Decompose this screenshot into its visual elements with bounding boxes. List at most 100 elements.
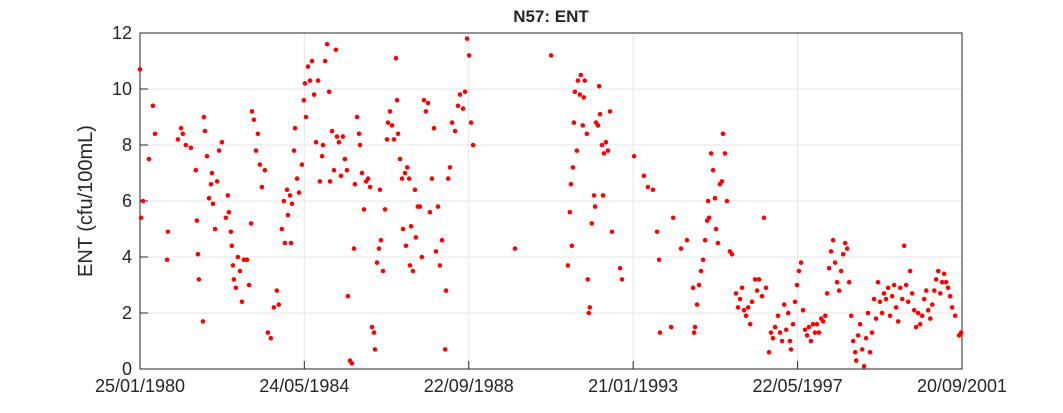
data-point — [313, 139, 319, 145]
data-point — [713, 226, 719, 232]
data-point — [417, 204, 423, 209]
data-point — [824, 291, 830, 296]
data-point — [389, 123, 395, 128]
data-point — [810, 321, 816, 327]
data-point — [591, 193, 597, 198]
data-point — [814, 321, 820, 327]
data-point — [303, 114, 309, 120]
data-point — [879, 310, 885, 316]
data-point — [352, 181, 358, 187]
data-point — [571, 120, 577, 125]
data-point — [202, 128, 208, 134]
data-point — [244, 257, 250, 263]
data-point — [291, 148, 297, 153]
x-tick-label: 22/05/1997 — [753, 376, 843, 396]
data-point — [923, 288, 929, 293]
data-point — [271, 305, 277, 310]
data-point — [869, 330, 875, 335]
data-point — [943, 279, 949, 285]
data-point — [568, 181, 574, 187]
data-point — [229, 243, 235, 249]
data-point — [281, 198, 287, 204]
data-point — [617, 265, 623, 271]
data-point — [342, 156, 348, 162]
data-point — [361, 207, 367, 212]
data-point — [848, 313, 854, 319]
data-point — [853, 358, 859, 363]
data-point — [377, 187, 383, 193]
data-point — [816, 330, 822, 335]
data-point — [941, 271, 947, 277]
data-point — [374, 260, 380, 265]
data-point — [150, 103, 156, 109]
data-point — [589, 221, 595, 226]
data-point — [204, 153, 210, 159]
data-point — [907, 268, 913, 274]
data-point — [380, 268, 386, 274]
data-point — [828, 249, 834, 254]
data-point — [200, 319, 206, 324]
plot-frame — [139, 32, 963, 370]
data-point — [268, 335, 274, 341]
data-point — [378, 237, 384, 243]
data-point — [761, 215, 767, 221]
data-point — [696, 282, 702, 288]
data-point — [317, 179, 323, 184]
data-point — [194, 218, 200, 223]
data-point — [397, 156, 403, 162]
data-point — [775, 313, 781, 319]
data-point — [183, 142, 189, 148]
data-point — [429, 176, 435, 181]
data-point — [470, 142, 476, 148]
data-point — [466, 53, 472, 58]
data-point — [239, 299, 245, 305]
data-point — [385, 120, 391, 125]
x-tick-label: 21/01/1993 — [588, 376, 678, 396]
data-point — [305, 64, 311, 69]
data-point — [359, 170, 365, 176]
data-point — [596, 83, 602, 89]
data-point — [867, 349, 873, 355]
data-point — [808, 338, 814, 344]
data-point — [756, 277, 762, 282]
data-point — [826, 265, 832, 271]
data-point — [210, 201, 216, 207]
data-point — [195, 251, 201, 257]
data-point — [619, 277, 625, 282]
data-point — [587, 305, 593, 310]
data-point — [575, 78, 581, 83]
data-point — [739, 285, 745, 291]
data-point — [248, 221, 254, 226]
data-point — [369, 324, 375, 330]
data-point — [936, 268, 941, 274]
data-point — [421, 97, 427, 103]
data-point — [315, 78, 321, 83]
data-point — [670, 215, 676, 221]
data-point — [729, 251, 735, 257]
data-point — [334, 134, 340, 139]
chart-title: N57: ENT — [513, 7, 589, 26]
data-point — [877, 299, 883, 305]
data-point — [698, 268, 704, 274]
data-point — [700, 257, 706, 263]
data-point — [408, 223, 414, 229]
data-point — [885, 285, 891, 291]
data-point — [296, 190, 302, 195]
data-point — [336, 139, 342, 145]
data-point — [208, 181, 214, 187]
data-point — [913, 324, 919, 330]
data-point — [140, 198, 146, 204]
data-point — [581, 95, 587, 100]
data-point — [356, 131, 362, 137]
x-tick-label: 25/01/1980 — [95, 376, 185, 396]
data-point — [387, 109, 393, 114]
data-point — [468, 120, 474, 125]
data-point — [887, 313, 893, 319]
data-point — [249, 109, 255, 114]
data-point — [905, 299, 911, 305]
data-point — [865, 310, 871, 316]
data-point — [462, 89, 468, 95]
data-point — [580, 123, 586, 128]
x-tick-label: 20/09/2001 — [917, 376, 1007, 396]
data-point — [897, 285, 903, 291]
